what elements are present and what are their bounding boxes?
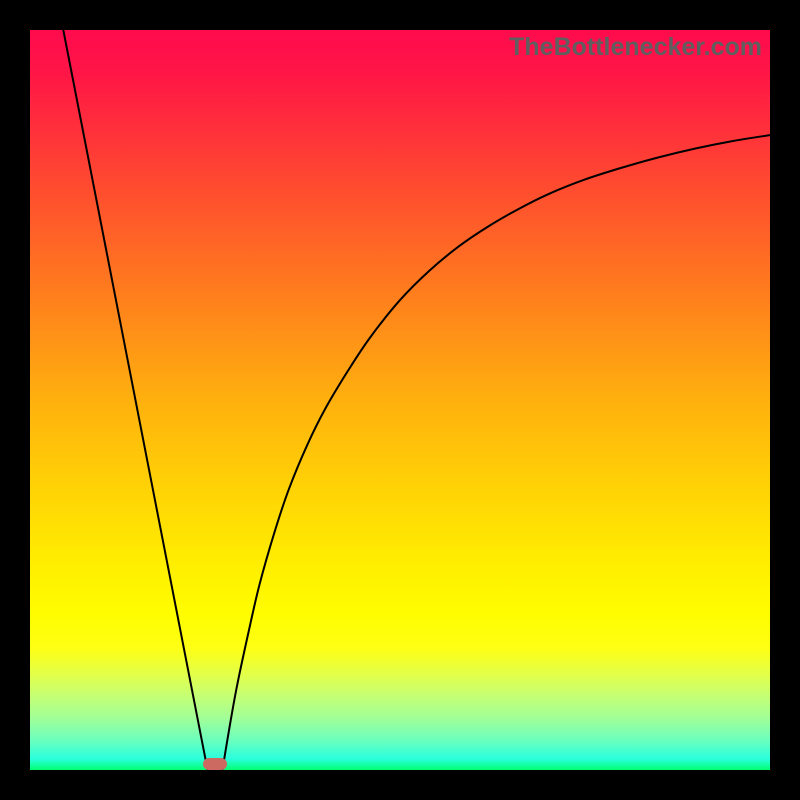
- plot-area: [30, 30, 770, 770]
- bottleneck-curve: [30, 30, 770, 770]
- chart-frame: TheBottlenecker.com: [0, 0, 800, 800]
- watermark-text: TheBottlenecker.com: [509, 33, 762, 62]
- right-asymptotic-curve: [222, 135, 770, 770]
- left-descending-line: [63, 30, 207, 770]
- minimum-marker: [203, 758, 227, 771]
